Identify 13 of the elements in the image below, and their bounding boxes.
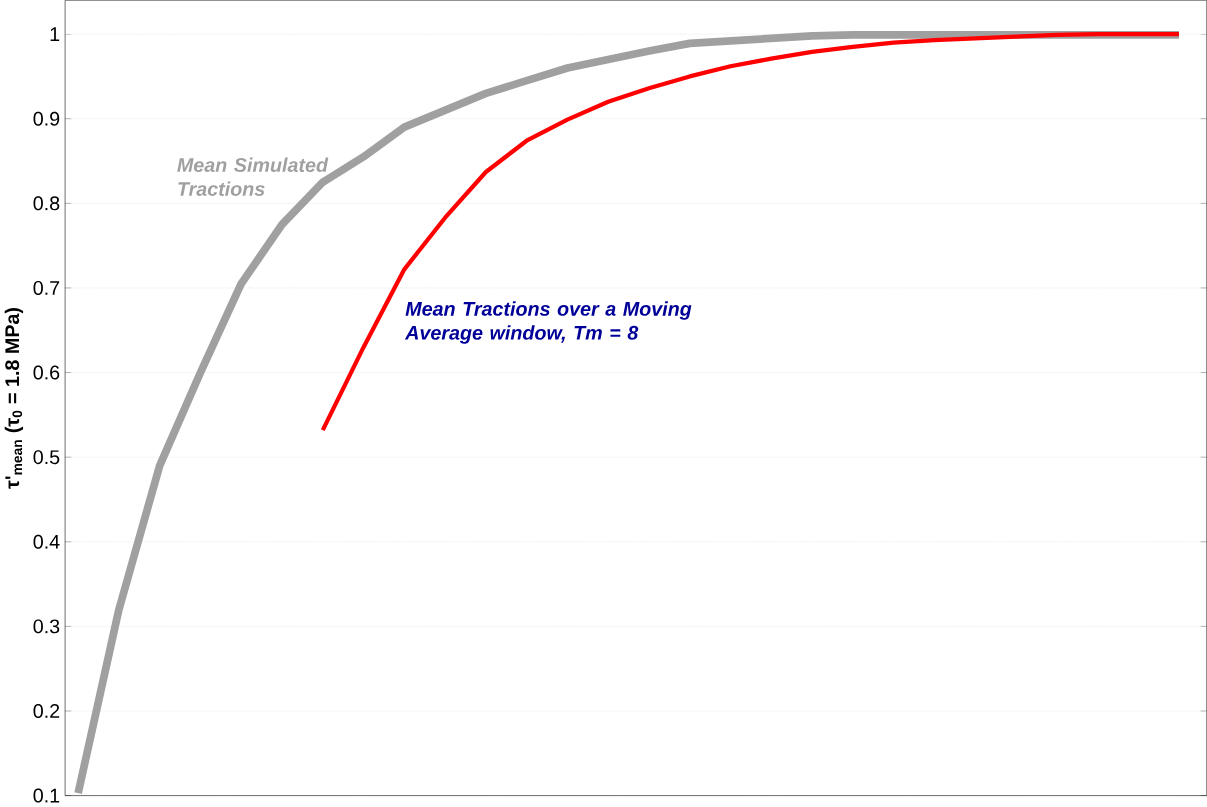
y-tick-label: 0.9 [33, 111, 60, 126]
y-tick-label: 0.1 [33, 788, 60, 803]
y-tick-label: 0.8 [33, 196, 60, 211]
y-tick-label: 0.6 [33, 365, 60, 380]
y-tick-label: 0.4 [33, 534, 60, 549]
y-tick-label: 0.5 [33, 450, 60, 465]
series-label: Mean Simulated Tractions [177, 157, 329, 196]
y-tick-label: 1 [50, 27, 60, 41]
series-label: Mean Tractions over a Moving Average window, Tm = 8 [404, 301, 692, 344]
y-axis-title: τ'$_{mean}$ (τ$_{0}$ = 1.8 MPa) [4, 307, 24, 489]
y-tick-label: 0.7 [33, 280, 60, 295]
y-tick-label: 0.3 [33, 619, 60, 634]
y-tick-label: 0.2 [33, 703, 60, 718]
